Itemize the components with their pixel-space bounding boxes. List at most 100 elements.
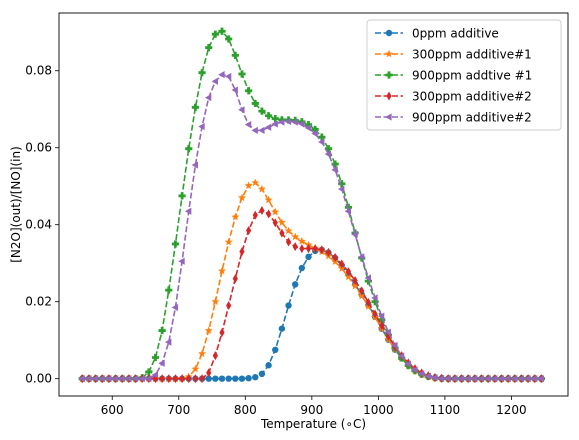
x-tick-label: 800	[234, 403, 257, 417]
series-5	[78, 70, 544, 383]
y-tick-label: 0.00	[25, 372, 52, 386]
legend-item: 300ppm additive#2	[375, 90, 532, 104]
data-point	[218, 266, 227, 275]
data-point	[191, 364, 200, 373]
series-layer	[78, 27, 546, 384]
data-point	[297, 237, 306, 245]
data-point	[278, 325, 286, 332]
data-point	[437, 374, 445, 383]
data-point	[279, 228, 285, 238]
data-point	[257, 184, 266, 193]
legend-label: 0ppm additive	[412, 27, 499, 41]
data-point	[252, 210, 258, 220]
x-tick-label: 1100	[430, 403, 461, 417]
data-point	[258, 107, 266, 115]
data-point	[391, 341, 398, 349]
data-point	[237, 193, 246, 202]
legend-marker	[386, 91, 392, 101]
data-point	[379, 321, 385, 331]
data-point	[259, 205, 265, 215]
data-point	[404, 360, 411, 368]
legend-box	[366, 19, 562, 131]
legend-item: 0ppm additive	[375, 27, 499, 41]
data-point	[218, 375, 226, 382]
legend: 0ppm additive 300ppm additive#1 900ppm add…	[366, 19, 562, 131]
data-point	[377, 312, 385, 320]
data-point	[371, 294, 378, 302]
data-point	[111, 375, 119, 383]
data-point	[272, 218, 278, 228]
data-point	[299, 244, 305, 254]
data-point	[292, 242, 298, 252]
data-point	[285, 302, 292, 309]
data-point	[305, 253, 312, 261]
data-point	[331, 166, 338, 174]
data-point	[118, 375, 125, 383]
y-axis: 0.00 0.02 0.04 0.06 0.08	[25, 64, 59, 386]
data-point	[457, 375, 465, 383]
data-point	[191, 103, 199, 111]
data-point	[271, 207, 280, 216]
data-point	[212, 375, 219, 382]
data-point	[484, 375, 491, 383]
data-point	[192, 374, 198, 384]
y-tick-label: 0.04	[25, 218, 52, 232]
data-point	[225, 375, 232, 382]
data-point	[284, 226, 293, 235]
x-axis: 600 700 800 900 1000 1100 1200	[101, 396, 527, 417]
data-point	[251, 126, 258, 135]
data-point	[351, 230, 358, 238]
data-point	[298, 118, 306, 126]
data-point	[246, 225, 252, 235]
data-point	[364, 277, 372, 285]
data-point	[298, 120, 305, 128]
data-point	[171, 240, 180, 248]
data-point	[131, 375, 139, 383]
data-point	[205, 44, 213, 52]
data-point	[524, 375, 531, 383]
data-point	[178, 192, 186, 200]
data-point	[158, 326, 166, 335]
data-point	[278, 118, 285, 126]
data-point	[98, 375, 105, 383]
data-point	[232, 274, 238, 284]
data-point	[172, 374, 179, 384]
data-point	[151, 371, 159, 379]
data-point	[211, 30, 219, 38]
data-point	[397, 352, 405, 360]
data-point	[351, 281, 360, 290]
data-point	[464, 375, 471, 383]
data-point	[444, 375, 451, 383]
data-point	[510, 375, 518, 383]
y-tick-label: 0.02	[25, 295, 52, 309]
data-point	[184, 207, 192, 215]
data-point	[251, 99, 259, 108]
data-point	[245, 374, 252, 382]
data-point	[359, 286, 365, 296]
legend-item: 900ppm additive#2	[375, 111, 532, 125]
x-tick-label: 1000	[363, 403, 394, 417]
data-point	[125, 375, 132, 383]
data-point	[298, 264, 306, 272]
data-point	[186, 374, 192, 384]
data-point	[231, 212, 240, 221]
data-point	[304, 124, 312, 132]
data-point	[165, 286, 173, 294]
data-point	[291, 118, 298, 126]
data-point	[151, 353, 160, 362]
y-tick-label: 0.08	[25, 64, 52, 78]
data-point	[324, 150, 332, 158]
data-point	[372, 309, 378, 319]
data-point	[239, 247, 245, 257]
data-point	[364, 274, 371, 282]
data-point	[271, 120, 278, 128]
data-point	[319, 245, 325, 255]
data-point	[318, 138, 325, 146]
data-point	[285, 237, 292, 247]
legend-marker	[385, 113, 392, 121]
data-point	[78, 375, 85, 383]
data-point	[138, 375, 145, 383]
data-point	[211, 297, 220, 306]
data-point	[231, 86, 238, 94]
